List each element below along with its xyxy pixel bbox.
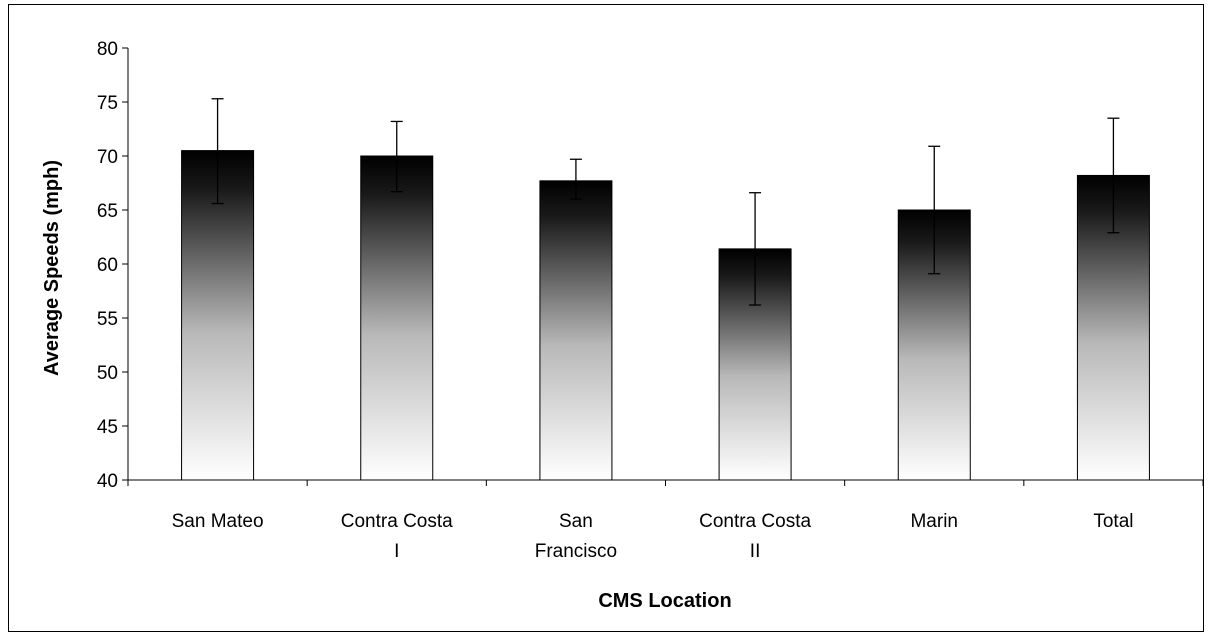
x-tick-label: Contra Costa	[699, 511, 811, 532]
x-tick-label: Marin	[910, 511, 958, 532]
y-tick-label: 65	[97, 201, 118, 222]
y-tick-label: 70	[97, 147, 118, 168]
y-tick-label: 60	[97, 255, 118, 276]
y-tick-label: 50	[97, 363, 118, 384]
y-tick-label: 40	[97, 471, 118, 492]
bars-layer	[181, 150, 1150, 481]
x-tick-label: I	[394, 541, 399, 562]
x-tick-label: Contra Costa	[341, 511, 453, 532]
x-tick-label: Total	[1093, 511, 1133, 532]
y-tick-label: 80	[97, 39, 118, 60]
axes-layer	[122, 47, 1204, 486]
y-axis-title: Average Speeds (mph)	[41, 160, 63, 376]
x-tick-label: San	[559, 511, 593, 532]
labels-layer: 40 45 50 55 60 65 70 75 80 San Mateo Contra Costa I…	[97, 39, 1134, 562]
x-tick-label: Francisco	[535, 541, 617, 562]
y-tick-label: 75	[97, 93, 118, 114]
bar	[181, 150, 255, 481]
bar	[539, 180, 613, 481]
x-tick-label: II	[750, 541, 761, 562]
error-bars-layer	[211, 98, 1120, 306]
x-tick-label: San Mateo	[172, 511, 264, 532]
bar	[360, 155, 434, 481]
y-tick-label: 45	[97, 417, 118, 438]
x-axis-title: CMS Location	[598, 590, 731, 612]
y-tick-label: 55	[97, 309, 118, 330]
